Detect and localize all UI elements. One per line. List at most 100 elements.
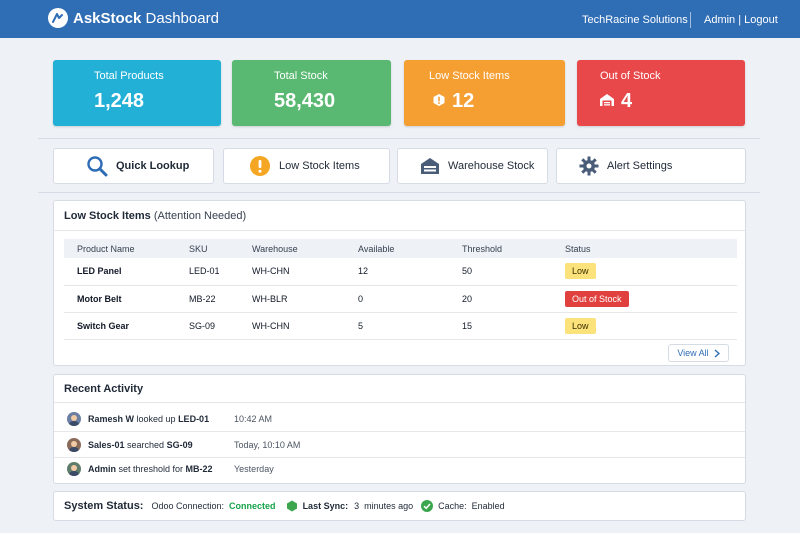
low-stock-table: Product Name SKU Warehouse Available Thr… [64, 239, 737, 340]
avatar [67, 462, 81, 476]
product-name: Switch Gear [64, 312, 189, 340]
table-row[interactable]: Switch Gear SG-09 WH-CHN 5 15 Low [64, 312, 737, 340]
alert-icon [432, 90, 446, 113]
activity-time: Yesterday [234, 464, 274, 474]
panel-title: Low Stock Items (Attention Needed) [64, 210, 247, 222]
available: 0 [358, 285, 462, 313]
sku: MB-22 [189, 285, 252, 313]
column-header[interactable]: Status [565, 239, 737, 258]
column-header[interactable]: Product Name [64, 239, 189, 258]
stat-value: 12 [432, 90, 474, 113]
activity-text: Admin set threshold for MB-22 [88, 464, 213, 474]
activity-time: Today, 10:10 AM [234, 439, 301, 450]
system-status-label: System Status: [64, 500, 144, 512]
status-cell: Low [565, 258, 737, 286]
product-name: Motor Belt [64, 285, 189, 313]
warehouse-stock-button[interactable]: Warehouse Stock [397, 148, 548, 184]
status-badge: Out of Stock [565, 290, 629, 307]
list-item[interactable]: Ramesh W looked up LED-01 10:42 AM [54, 406, 745, 432]
low-stock-items-label: Low Stock Items [279, 160, 360, 172]
low-stock-items-button[interactable]: Low Stock Items [223, 148, 390, 184]
list-item[interactable]: Admin set threshold for MB-22 Yesterday [54, 456, 745, 482]
status-badge: Low [565, 317, 596, 334]
view-all-label: View All [677, 348, 709, 358]
column-header[interactable]: Available [358, 239, 462, 258]
list-item[interactable]: Sales-01 searched SG-09 Today, 10:10 AM [54, 432, 745, 458]
stat-value: 58,430 [274, 90, 336, 112]
system-status-bar: System Status: Odoo Connection: Connecte… [53, 491, 746, 521]
activity-text: Ramesh W looked up LED-01 [88, 413, 210, 424]
header-separator: | [735, 14, 745, 26]
status-cell: Low [565, 312, 737, 340]
table-row[interactable]: LED Panel LED-01 WH-CHN 12 50 Low [64, 258, 737, 286]
product-name: LED Panel [64, 258, 189, 286]
last-sync-value: 3 minutes ago [354, 501, 414, 511]
exclamation-icon [249, 155, 271, 177]
status-badge: Low [565, 263, 596, 280]
divider [54, 402, 745, 403]
warehouse: WH-BLR [252, 285, 358, 313]
quick-lookup-button[interactable]: Quick Lookup [53, 148, 214, 184]
sync-status-icon [286, 500, 298, 512]
status-cell: Out of Stock [565, 285, 737, 313]
cache-value: Enabled [471, 501, 505, 511]
divider [38, 138, 760, 139]
divider [54, 230, 745, 231]
column-header[interactable]: Warehouse [252, 239, 358, 258]
logout-link[interactable]: Logout [744, 14, 778, 26]
low-stock-panel: Low Stock Items (Attention Needed) Produ… [53, 200, 746, 366]
activity-time: 10:42 AM [234, 413, 273, 424]
stat-card-out-of-stock[interactable]: Out of Stock 4 [577, 60, 745, 126]
company-name: TechRacine Solutions [582, 14, 688, 26]
available: 5 [358, 312, 462, 340]
user-menu: Admin | Logout [704, 13, 778, 27]
app-logo-icon [48, 8, 68, 28]
stat-value: 1,248 [94, 90, 145, 112]
warehouse-stock-label: Warehouse Stock [448, 160, 535, 172]
stat-label: Total Stock [274, 70, 328, 82]
alert-settings-button[interactable]: Alert Settings [556, 148, 746, 184]
divider [38, 192, 760, 193]
quick-lookup-label: Quick Lookup [116, 160, 190, 172]
top-header: AskStock Dashboard TechRacine Solutions … [0, 0, 800, 38]
search-icon [86, 155, 108, 177]
warehouse: WH-CHN [252, 258, 358, 286]
chevron-right-icon [714, 348, 720, 358]
warehouse-icon [420, 157, 440, 175]
cache-label: Cache: [438, 501, 467, 511]
table-header-row: Product Name SKU Warehouse Available Thr… [64, 239, 737, 258]
recent-activity-panel: Recent Activity Ramesh W looked up LED-0… [53, 374, 746, 484]
gear-icon [579, 156, 599, 176]
header-divider [690, 12, 691, 28]
warehouse: WH-CHN [252, 312, 358, 340]
stat-card-total-products[interactable]: Total Products 1,248 [53, 60, 221, 126]
admin-link[interactable]: Admin [704, 14, 736, 26]
sku: LED-01 [189, 258, 252, 286]
view-all-button[interactable]: View All [668, 344, 729, 362]
avatar [67, 437, 81, 452]
app-title: AskStock Dashboard [73, 10, 219, 27]
threshold: 50 [462, 258, 565, 286]
column-header[interactable]: Threshold [462, 239, 565, 258]
warehouse-icon [599, 90, 615, 113]
column-header[interactable]: SKU [189, 239, 252, 258]
activity-text: Sales-01 searched SG-09 [88, 439, 193, 450]
alert-settings-label: Alert Settings [607, 160, 673, 172]
table-row[interactable]: Motor Belt MB-22 WH-BLR 0 20 Out of Stoc… [64, 285, 737, 313]
check-circle-icon [421, 500, 434, 512]
stat-label: Out of Stock [600, 70, 661, 82]
stat-value: 4 [599, 90, 632, 113]
last-sync-label: Last Sync: [302, 501, 349, 511]
stat-card-total-stock[interactable]: Total Stock 58,430 [232, 60, 391, 126]
stat-card-low-stock[interactable]: Low Stock Items 12 [404, 60, 565, 126]
avatar [67, 411, 81, 426]
available: 12 [358, 258, 462, 286]
stat-label: Total Products [94, 70, 164, 82]
panel-title: Recent Activity [64, 383, 144, 395]
odoo-connection-label: Odoo Connection: [151, 501, 225, 511]
stat-label: Low Stock Items [429, 70, 510, 82]
sku: SG-09 [189, 312, 252, 340]
threshold: 20 [462, 285, 565, 313]
threshold: 15 [462, 312, 565, 340]
odoo-connection-value: Connected [229, 501, 276, 511]
